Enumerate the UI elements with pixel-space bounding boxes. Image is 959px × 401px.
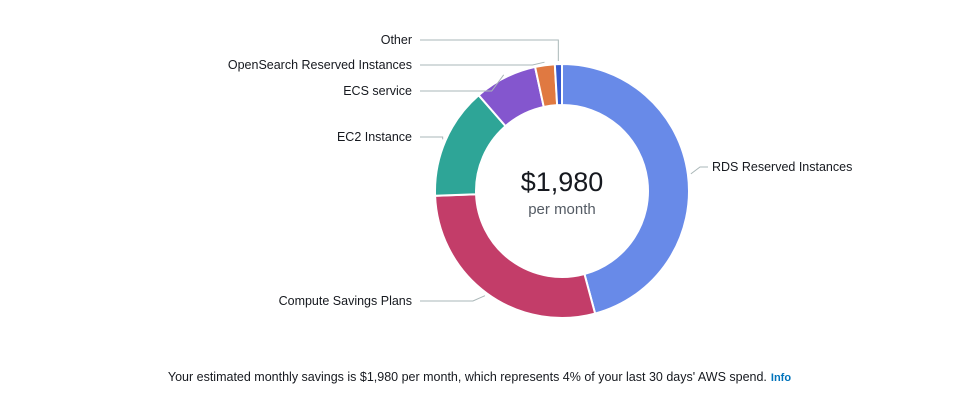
savings-summary-text: Your estimated monthly savings is $1,980… <box>167 370 767 384</box>
label-compute-savings-plans: Compute Savings Plans <box>279 294 412 308</box>
leader-ecs-service <box>420 74 505 92</box>
info-link[interactable]: Info <box>770 372 792 384</box>
slice-labels: RDS Reserved Instances Compute Savings Pl… <box>228 33 852 308</box>
label-ecs-service: ECS service <box>343 84 412 98</box>
center-total-value: $1,980 <box>521 167 604 197</box>
leader-lines <box>420 39 708 302</box>
center-unit-label: per month <box>528 201 596 218</box>
label-rds-reserved-instances: RDS Reserved Instances <box>712 160 852 174</box>
slice-rds-reserved-instances[interactable] <box>561 62 690 315</box>
label-other: Other <box>381 33 412 47</box>
donut-slices <box>434 62 690 319</box>
leader-rds-reserved-instances <box>690 166 708 175</box>
savings-donut-chart: RDS Reserved Instances Compute Savings Pl… <box>228 33 852 319</box>
slice-other[interactable] <box>553 62 563 107</box>
leader-other <box>420 39 559 62</box>
leader-ec2-instance <box>420 136 444 140</box>
slice-compute-savings-plans[interactable] <box>434 193 597 319</box>
savings-summary: Your estimated monthly savings is $1,980… <box>0 370 959 384</box>
label-opensearch-reserved-instances: OpenSearch Reserved Instances <box>228 58 412 72</box>
leader-opensearch-reserved-instances <box>420 61 545 66</box>
leader-compute-savings-plans <box>420 295 486 302</box>
label-ec2-instance: EC2 Instance <box>337 130 412 144</box>
